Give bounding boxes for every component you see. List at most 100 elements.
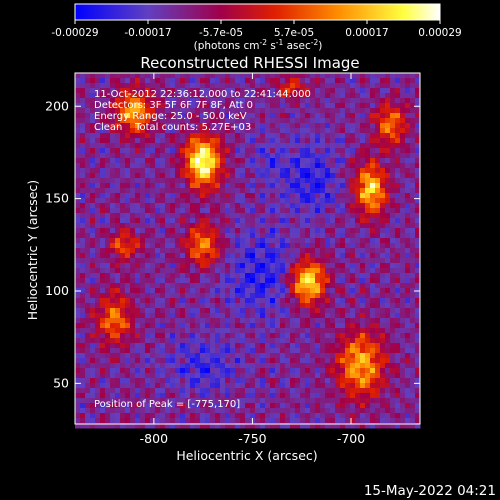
heatmap-cell <box>320 208 326 214</box>
heatmap-cell <box>370 313 376 319</box>
heatmap-cell <box>100 153 106 159</box>
heatmap-cell <box>355 173 361 179</box>
heatmap-cell <box>160 163 166 169</box>
heatmap-cell <box>385 323 391 329</box>
heatmap-cell <box>150 128 156 134</box>
heatmap-cell <box>245 233 251 239</box>
heatmap-cell <box>400 243 406 249</box>
heatmap-cell <box>115 308 121 314</box>
heatmap-cell <box>210 338 216 344</box>
heatmap-cell <box>310 228 316 234</box>
heatmap-cell <box>175 83 181 89</box>
heatmap-cell <box>220 188 226 194</box>
heatmap-cell <box>375 183 381 189</box>
heatmap-cell <box>95 73 101 79</box>
heatmap-cell <box>160 373 166 379</box>
heatmap-cell <box>315 213 321 219</box>
heatmap-cell <box>180 208 186 214</box>
heatmap-cell <box>315 263 321 269</box>
heatmap-cell <box>80 213 86 219</box>
heatmap-cell <box>130 408 136 414</box>
heatmap-cell <box>105 183 111 189</box>
heatmap-cell <box>335 383 341 389</box>
heatmap-cell <box>145 173 151 179</box>
heatmap-cell <box>105 93 111 99</box>
heatmap-cell <box>250 288 256 294</box>
heatmap-cell <box>335 118 341 124</box>
heatmap-cell <box>365 183 371 189</box>
heatmap-cell <box>85 323 91 329</box>
heatmap-cell <box>205 338 211 344</box>
heatmap-cell <box>85 128 91 134</box>
heatmap-cell <box>335 413 341 419</box>
heatmap-cell <box>150 373 156 379</box>
heatmap-cell <box>285 383 291 389</box>
heatmap-cell <box>355 353 361 359</box>
heatmap-cell <box>290 243 296 249</box>
heatmap-cell <box>230 418 236 424</box>
heatmap-cell <box>290 343 296 349</box>
heatmap-cell <box>225 183 231 189</box>
heatmap-cell <box>175 258 181 264</box>
heatmap-cell <box>415 103 421 109</box>
heatmap-cell <box>115 373 121 379</box>
heatmap-cell <box>80 328 86 334</box>
heatmap-cell <box>195 73 201 79</box>
heatmap-cell <box>120 413 126 419</box>
heatmap-cell <box>210 373 216 379</box>
heatmap-cell <box>290 238 296 244</box>
heatmap-cell <box>300 83 306 89</box>
heatmap-cell <box>165 393 171 399</box>
heatmap-cell <box>170 303 176 309</box>
heatmap-cell <box>225 338 231 344</box>
heatmap-cell <box>300 263 306 269</box>
heatmap-cell <box>215 373 221 379</box>
heatmap-cell <box>300 328 306 334</box>
heatmap-cell <box>415 328 421 334</box>
heatmap-cell <box>230 238 236 244</box>
heatmap-cell <box>365 108 371 114</box>
heatmap-cell <box>95 258 101 264</box>
heatmap-cell <box>215 248 221 254</box>
heatmap-cell <box>120 73 126 79</box>
heatmap-cell <box>95 218 101 224</box>
heatmap-cell <box>165 213 171 219</box>
heatmap-cell <box>215 348 221 354</box>
heatmap-cell <box>125 258 131 264</box>
heatmap-cell <box>145 168 151 174</box>
heatmap-cell <box>135 353 141 359</box>
heatmap-cell <box>330 298 336 304</box>
heatmap-cell <box>305 138 311 144</box>
heatmap-cell <box>75 108 81 114</box>
heatmap-cell <box>340 243 346 249</box>
heatmap-cell <box>415 268 421 274</box>
heatmap-cell <box>385 148 391 154</box>
heatmap-cell <box>270 153 276 159</box>
heatmap-cell <box>360 218 366 224</box>
heatmap-cell <box>415 378 421 384</box>
heatmap-cell <box>225 353 231 359</box>
heatmap-cell <box>135 268 141 274</box>
heatmap-cell <box>100 273 106 279</box>
heatmap-cell <box>275 258 281 264</box>
heatmap-cell <box>205 123 211 129</box>
heatmap-cell <box>140 213 146 219</box>
heatmap-cell <box>250 388 256 394</box>
heatmap-cell <box>170 223 176 229</box>
heatmap-cell <box>365 158 371 164</box>
heatmap-cell <box>305 143 311 149</box>
heatmap-cell <box>285 358 291 364</box>
heatmap-cell <box>375 198 381 204</box>
y-axis-label: Heliocentric Y (arcsec) <box>25 180 40 320</box>
heatmap-cell <box>310 258 316 264</box>
heatmap-cell <box>350 218 356 224</box>
heatmap-cell <box>330 398 336 404</box>
heatmap-cell <box>310 238 316 244</box>
heatmap-cell <box>340 248 346 254</box>
heatmap-cell <box>380 98 386 104</box>
heatmap-cell <box>115 83 121 89</box>
heatmap-cell <box>235 218 241 224</box>
heatmap-cell <box>155 138 161 144</box>
heatmap-cell <box>345 183 351 189</box>
heatmap-cell <box>245 88 251 94</box>
